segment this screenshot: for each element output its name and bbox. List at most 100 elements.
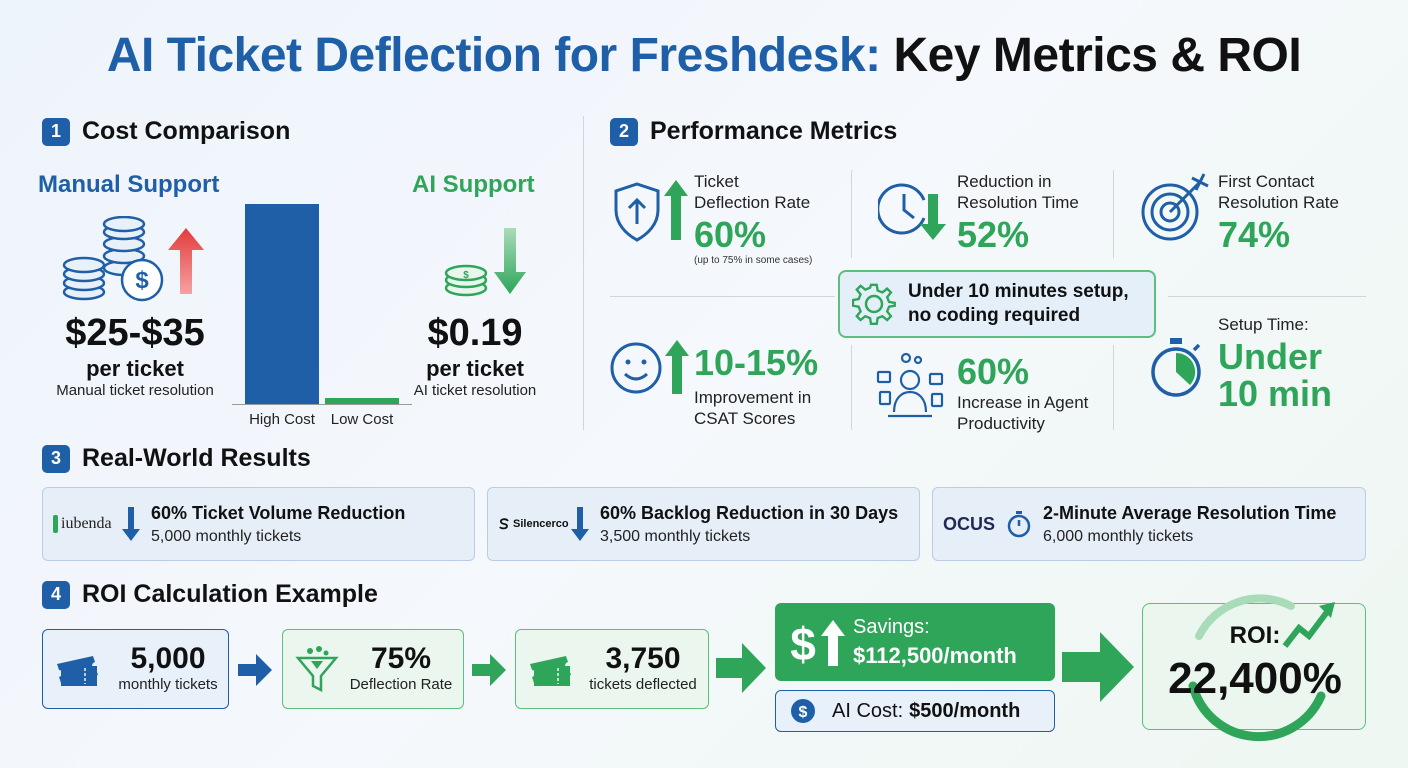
roi-result-box: ROI: 22,400% — [1142, 594, 1366, 742]
growth-ring-icon — [1188, 594, 1335, 742]
setup-time-value-1: Under — [1218, 336, 1323, 377]
roi-ai-cost-box: $ AI Cost: $500/month — [775, 690, 1055, 732]
section-title: ROI Calculation Example — [82, 580, 378, 608]
roi-deflection-value: 75% — [370, 642, 432, 675]
deflection-label-1: Ticket — [694, 172, 739, 191]
section-roi-calculation: 4 ROI Calculation Example — [42, 580, 378, 609]
result-sub: 3,500 monthly tickets — [600, 527, 751, 545]
fcr-value: 74% — [1218, 214, 1291, 255]
svg-text:$: $ — [463, 270, 469, 281]
result-sub: 6,000 monthly tickets — [1043, 527, 1194, 545]
funnel-icon — [295, 646, 339, 693]
resolution-value: 52% — [957, 214, 1030, 255]
productivity-value: 60% — [957, 351, 1030, 392]
coins-stack-icon: $ — [62, 216, 164, 302]
result-card-silencerco: Silencerco 60% Backlog Reduction in 30 D… — [487, 487, 920, 561]
result-sub: 5,000 monthly tickets — [151, 527, 302, 545]
ocus-logo: OCUS — [943, 513, 996, 534]
ticket-icon — [530, 656, 571, 686]
result-card-ocus: OCUS 2-Minute Average Resolution Time 6,… — [932, 487, 1366, 561]
section-number: 1 — [42, 117, 70, 146]
svg-text:$: $ — [135, 267, 149, 294]
smiley-icon — [610, 340, 689, 394]
down-arrow-icon — [122, 507, 140, 541]
section-divider — [583, 116, 584, 430]
manual-per-ticket: per ticket — [86, 356, 184, 381]
gear-icon — [852, 283, 896, 325]
arrow-right-icon — [1062, 632, 1134, 702]
metric-divider — [610, 296, 835, 297]
fcr-label-1: First Contact — [1218, 172, 1315, 191]
roi-savings-box: $ Savings: $112,500/month — [775, 603, 1055, 681]
roi-deflected-value: 3,750 — [605, 642, 681, 675]
deflection-note: (up to 75% in some cases) — [694, 255, 813, 266]
page-title: AI Ticket Deflection for Freshdesk: Key … — [106, 29, 1302, 82]
roi-deflected-sub: tickets deflected — [589, 676, 697, 693]
section-cost-comparison: 1 Cost Comparison — [42, 117, 290, 146]
manual-price: $25-$35 — [65, 312, 205, 354]
dollar-up-icon: $ — [790, 618, 845, 670]
manual-caption: Manual ticket resolution — [56, 382, 214, 399]
shield-arrow-icon — [614, 180, 688, 242]
metric-divider — [1168, 296, 1366, 297]
ai-caption: AI ticket resolution — [413, 382, 537, 399]
low-cost-bar — [325, 398, 399, 404]
stopwatch-icon — [1007, 511, 1031, 538]
setup-banner: Under 10 minutes setup, no coding requir… — [838, 270, 1156, 338]
arrow-right-icon — [472, 654, 506, 686]
roi-deflection-sub: Deflection Rate — [349, 676, 453, 693]
deflection-value: 60% — [694, 214, 767, 255]
csat-value: 10-15% — [694, 342, 819, 383]
fcr-label-2: Resolution Rate — [1218, 193, 1339, 212]
roi-tickets-value: 5,000 — [130, 642, 206, 675]
section-title: Real-World Results — [82, 444, 311, 472]
bar-axis — [232, 404, 412, 405]
roi-tickets-sub: monthly tickets — [118, 676, 218, 693]
result-title: 60% Backlog Reduction in 30 Days — [600, 502, 899, 523]
section-title: Performance Metrics — [650, 117, 898, 145]
cost-up-arrow-icon — [168, 228, 204, 294]
silencerco-logo: Silencerco — [498, 518, 570, 530]
target-icon — [1141, 173, 1209, 241]
section-number: 4 — [42, 580, 70, 609]
silencerco-logo-mark — [499, 518, 509, 530]
high-cost-bar — [245, 204, 319, 404]
section-real-world-results: 3 Real-World Results — [42, 444, 311, 473]
section-title: Cost Comparison — [82, 117, 291, 145]
result-title: 2-Minute Average Resolution Time — [1043, 502, 1337, 523]
roi-deflection-box: 75% Deflection Rate — [282, 629, 464, 709]
roi-ai-cost-label: AI Cost: — [832, 699, 904, 722]
arrow-right-icon — [716, 643, 766, 693]
roi-result-label: ROI: — [1229, 622, 1281, 649]
ai-support-heading: AI Support — [412, 171, 535, 198]
metric-divider — [1113, 170, 1114, 258]
section-number: 3 — [42, 444, 70, 473]
stopwatch-icon — [1151, 338, 1201, 397]
productivity-label-2: Productivity — [957, 414, 1045, 433]
setup-time-label: Setup Time: — [1218, 315, 1309, 334]
roi-result-value: 22,400% — [1168, 654, 1342, 703]
roi-savings-value: $112,500/month — [853, 642, 1017, 668]
agent-icon — [876, 352, 944, 418]
ai-price: $0.19 — [427, 312, 523, 354]
section-performance-metrics: 2 Performance Metrics — [610, 117, 897, 146]
high-cost-label: High Cost — [249, 411, 315, 428]
productivity-label-1: Increase in Agent — [957, 393, 1089, 412]
ai-per-ticket: per ticket — [426, 356, 524, 381]
metric-divider — [1113, 345, 1114, 430]
down-arrow-icon — [571, 507, 589, 541]
setup-time-value-2: 10 min — [1218, 373, 1333, 414]
result-card-iubenda: iubenda 60% Ticket Volume Reduction 5,00… — [42, 487, 475, 561]
iubenda-logo-mark — [53, 515, 58, 533]
ticket-icon — [57, 656, 98, 686]
metric-divider — [851, 345, 852, 430]
svg-text:$: $ — [799, 704, 808, 721]
svg-text:$: $ — [790, 618, 816, 670]
roi-deflected-box: 3,750 tickets deflected — [515, 629, 709, 709]
csat-label-2: CSAT Scores — [694, 409, 796, 428]
coin-icon: $ — [444, 264, 488, 297]
result-title: 60% Ticket Volume Reduction — [151, 502, 406, 523]
dollar-coin-icon: $ — [791, 699, 815, 723]
low-cost-label: Low Cost — [330, 411, 394, 428]
metric-divider — [851, 170, 852, 258]
